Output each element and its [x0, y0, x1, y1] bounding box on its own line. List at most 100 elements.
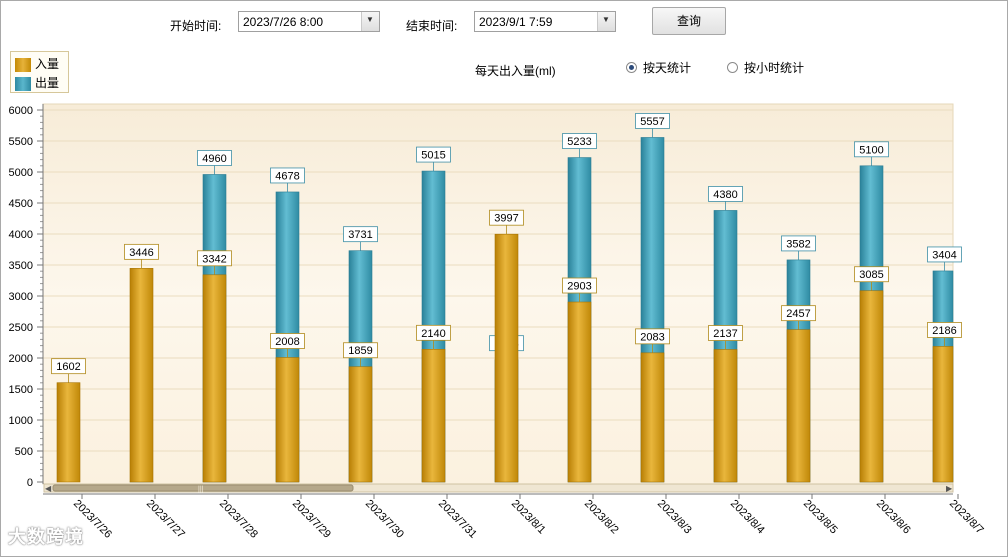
- bar-in: [786, 329, 811, 483]
- start-time-label: 开始时间:: [170, 19, 222, 33]
- scroll-grip-icon[interactable]: |||: [198, 486, 204, 493]
- data-label-box: [270, 167, 305, 184]
- query-button[interactable]: 查询: [652, 7, 726, 35]
- bar-in: [567, 301, 592, 483]
- data-label-out: 4678: [275, 170, 299, 182]
- data-label-box: [51, 358, 86, 375]
- data-label-box: [635, 328, 670, 345]
- y-tick-label: 2500: [9, 322, 33, 334]
- chevron-down-icon: ▼: [602, 15, 610, 24]
- x-tick-label: 2023/8/5: [801, 498, 840, 537]
- data-label-in: 3085: [859, 269, 883, 281]
- y-tick-label: 4000: [9, 229, 33, 241]
- y-tick-label: 0: [27, 477, 33, 489]
- legend-label-out: 出量: [35, 76, 60, 90]
- end-time-dropdown-button[interactable]: ▼: [597, 12, 615, 31]
- radio-by-day[interactable]: 按天统计: [626, 59, 691, 76]
- data-label-box: [781, 235, 816, 252]
- x-tick-label: 2023/8/6: [874, 498, 913, 537]
- bar-in: [275, 357, 300, 483]
- data-label-box: [343, 342, 378, 359]
- data-label-box: [562, 133, 597, 149]
- data-label-in: 2140: [421, 328, 445, 340]
- y-tick-label: 3000: [9, 291, 33, 303]
- x-tick-label: 2023/8/3: [655, 498, 694, 537]
- data-label-in: 2083: [640, 331, 664, 343]
- x-tick-label: 2023/7/30: [363, 498, 406, 541]
- radio-by-hour-label: 按小时统计: [744, 61, 805, 75]
- x-tick-label: 2023/8/4: [728, 498, 767, 537]
- bar-in: [421, 349, 446, 483]
- data-label-out: 4960: [202, 153, 226, 165]
- x-tick-label: 2023/8/2: [582, 498, 621, 537]
- legend-swatch-in: [15, 57, 31, 72]
- radio-by-hour[interactable]: 按小时统计: [727, 59, 804, 76]
- scrollbar-track[interactable]: [43, 483, 954, 493]
- bar-in: [932, 346, 954, 483]
- start-time-value: 2023/7/26 8:00: [243, 15, 324, 29]
- y-tick-label: 1500: [9, 384, 33, 396]
- bar-in: [348, 366, 373, 483]
- data-label-box: [854, 141, 889, 158]
- chart-title: 每天出入量(ml): [475, 64, 556, 78]
- y-tick-label: 4500: [9, 198, 33, 210]
- data-label-out: 3582: [786, 238, 810, 250]
- data-label-box: [854, 266, 889, 283]
- x-tick-label: 2023/7/31: [436, 498, 479, 541]
- x-tick-label: 2023/8/1: [509, 498, 548, 537]
- data-label-box: [635, 113, 670, 129]
- bar-in: [494, 233, 519, 483]
- data-label-in: 3446: [129, 247, 153, 259]
- data-label-in: 3342: [202, 253, 226, 265]
- data-label-box: [781, 305, 816, 322]
- x-tick-label: 2023/8/7: [947, 498, 986, 537]
- scrollbar-thumb[interactable]: [52, 484, 354, 492]
- radio-unselected-icon: [727, 62, 738, 73]
- y-tick-label: 6000: [9, 105, 33, 117]
- chevron-down-icon: ▼: [366, 15, 374, 24]
- horizontal-scrollbar[interactable]: ◀ ▶ |||: [43, 483, 954, 493]
- radio-selected-icon: [626, 62, 637, 73]
- data-label-box: [708, 186, 743, 202]
- data-label-box: [197, 150, 232, 166]
- data-label-out: 5557: [640, 116, 664, 128]
- end-time-value: 2023/9/1 7:59: [479, 15, 553, 29]
- chart-legend: 入量 出量: [10, 51, 69, 93]
- y-tick-label: 3500: [9, 260, 33, 272]
- data-label-box: [562, 277, 597, 294]
- scroll-right-icon[interactable]: ▶: [946, 484, 953, 493]
- data-label-in: 2903: [567, 281, 591, 293]
- end-time-combo[interactable]: 2023/9/1 7:59 ▼: [474, 11, 616, 32]
- data-label-in: 3997: [494, 213, 518, 225]
- legend-item-in: 入量: [15, 55, 59, 72]
- data-label-out: 5015: [421, 150, 445, 162]
- y-tick-label: 1000: [9, 415, 33, 427]
- watermark-logo: 大数跨境: [8, 527, 84, 547]
- data-label-box: [124, 243, 159, 260]
- data-label-in: 2457: [786, 308, 810, 320]
- data-label-out: 5233: [567, 136, 591, 148]
- data-label-box: [708, 325, 743, 341]
- data-label-in: 2008: [275, 336, 299, 348]
- bar-in: [640, 352, 665, 483]
- bar-in: [56, 382, 81, 483]
- start-time-combo[interactable]: 2023/7/26 8:00 ▼: [238, 11, 380, 32]
- legend-swatch-out: [15, 76, 31, 91]
- data-label-box: [416, 324, 451, 341]
- bar-in: [713, 349, 738, 483]
- bar-in: [202, 274, 227, 483]
- data-label-in: 1859: [348, 345, 372, 357]
- data-label-box: [416, 146, 451, 163]
- data-label-out: 3404: [932, 249, 956, 261]
- y-tick-label: 5000: [9, 167, 33, 179]
- data-label-box: [197, 250, 232, 267]
- data-label-box: [927, 246, 962, 263]
- data-label-box: [489, 209, 524, 226]
- y-tick-label: 2000: [9, 353, 33, 365]
- data-label-out: 3731: [348, 229, 372, 241]
- y-tick-label: 500: [15, 446, 33, 458]
- start-time-dropdown-button[interactable]: ▼: [361, 12, 379, 31]
- scroll-left-icon[interactable]: ◀: [45, 484, 52, 493]
- data-label-in: 1602: [56, 361, 80, 373]
